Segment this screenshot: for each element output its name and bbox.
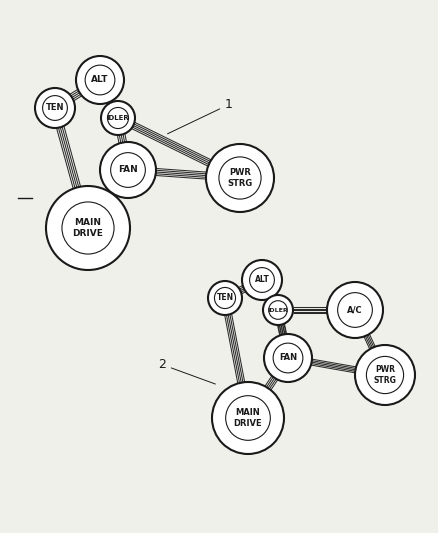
Circle shape (327, 282, 383, 338)
Text: ALT: ALT (254, 276, 269, 285)
Circle shape (46, 186, 130, 270)
Circle shape (263, 295, 293, 325)
Circle shape (107, 108, 128, 128)
Circle shape (226, 395, 270, 440)
Text: TEN: TEN (216, 294, 233, 303)
Text: TEN: TEN (46, 103, 64, 112)
Circle shape (268, 301, 287, 319)
Circle shape (62, 202, 114, 254)
Circle shape (208, 281, 242, 315)
Circle shape (338, 293, 372, 327)
Text: PWR
STRG: PWR STRG (374, 366, 396, 384)
Text: FAN: FAN (279, 353, 297, 362)
Text: IDLER: IDLER (106, 115, 129, 121)
Circle shape (242, 260, 282, 300)
Circle shape (76, 56, 124, 104)
Text: FAN: FAN (118, 166, 138, 174)
Circle shape (212, 382, 284, 454)
Circle shape (111, 152, 145, 188)
Text: IDLER: IDLER (268, 308, 288, 312)
Text: ALT: ALT (91, 76, 109, 85)
Circle shape (367, 357, 403, 393)
Circle shape (219, 157, 261, 199)
Text: MAIN
DRIVE: MAIN DRIVE (234, 408, 262, 427)
Circle shape (35, 88, 75, 128)
Circle shape (273, 343, 303, 373)
Circle shape (101, 101, 135, 135)
Circle shape (85, 65, 115, 95)
Circle shape (215, 287, 236, 309)
Circle shape (264, 334, 312, 382)
Circle shape (42, 95, 67, 120)
Text: PWR
STRG: PWR STRG (227, 168, 253, 188)
Circle shape (206, 144, 274, 212)
Circle shape (100, 142, 156, 198)
Text: MAIN
DRIVE: MAIN DRIVE (73, 219, 103, 238)
Text: 2: 2 (158, 358, 215, 384)
Circle shape (250, 268, 274, 293)
Text: A/C: A/C (347, 305, 363, 314)
Circle shape (355, 345, 415, 405)
Text: 1: 1 (167, 98, 233, 134)
